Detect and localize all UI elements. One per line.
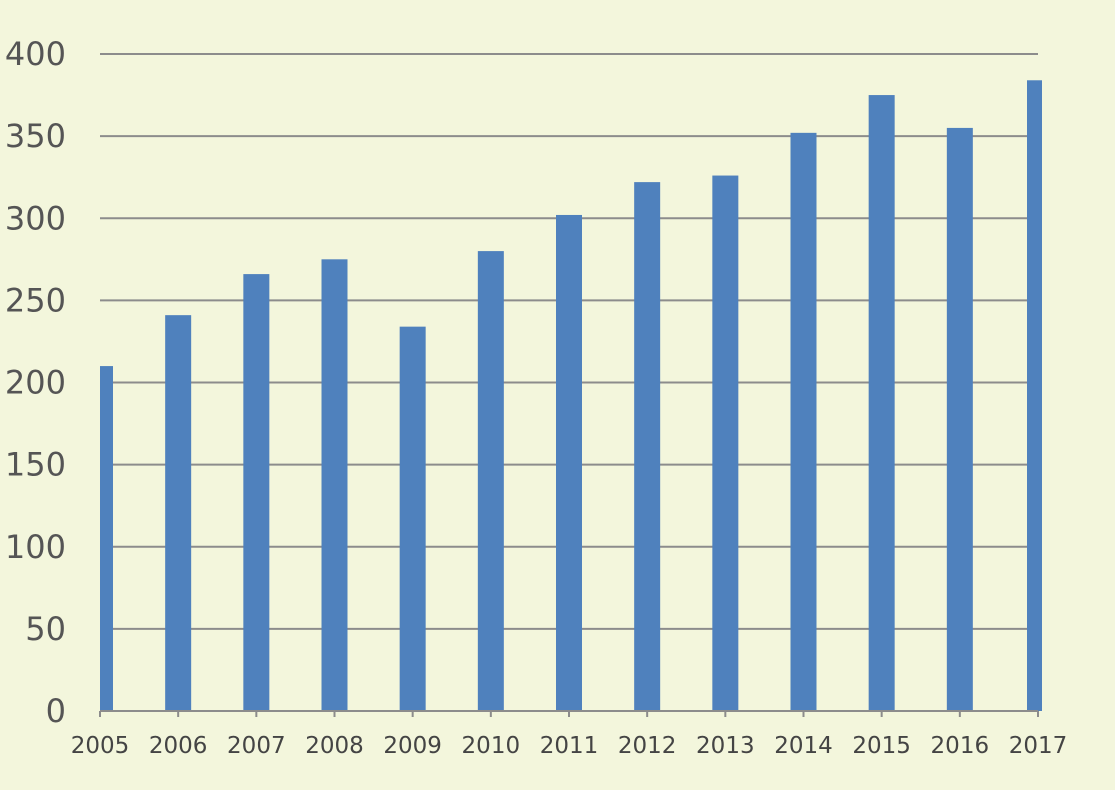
y-tick-label: 100 bbox=[5, 528, 66, 566]
bar-2006 bbox=[165, 315, 192, 711]
x-tick-label: 2009 bbox=[383, 733, 442, 759]
x-tick-label: 2016 bbox=[931, 733, 990, 759]
bar-2009 bbox=[399, 326, 426, 711]
x-tick-label: 2015 bbox=[852, 733, 911, 759]
y-tick-label: 250 bbox=[5, 281, 66, 319]
x-tick-label: 2010 bbox=[462, 733, 521, 759]
y-axis-ticks: 0 50 100 150 200 250 300 350 400 bbox=[5, 35, 66, 730]
y-tick-label: 150 bbox=[5, 446, 66, 484]
y-tick-label: 400 bbox=[5, 35, 66, 73]
x-axis-ticks: 2005 2006 2007 2008 2009 2010 2011 2012 2013 2014… bbox=[71, 733, 1068, 759]
x-tick-label: 2006 bbox=[149, 733, 208, 759]
x-tick-label: 2012 bbox=[618, 733, 677, 759]
y-tick-label: 50 bbox=[25, 610, 66, 648]
x-tick-label: 2013 bbox=[696, 733, 755, 759]
x-tick-label: 2007 bbox=[227, 733, 286, 759]
y-tick-label: 300 bbox=[5, 199, 66, 237]
x-tick-label: 2017 bbox=[1009, 733, 1068, 759]
bar-2010 bbox=[477, 251, 504, 711]
bar-2013 bbox=[712, 175, 739, 712]
y-tick-label: 0 bbox=[46, 692, 66, 730]
bar-2005 bbox=[100, 366, 113, 711]
y-tick-label: 350 bbox=[5, 117, 66, 155]
y-tick-label: 200 bbox=[5, 364, 66, 402]
bar-2017 bbox=[1027, 80, 1042, 711]
bar-2012 bbox=[634, 182, 661, 712]
x-axis bbox=[99, 710, 1039, 717]
bars bbox=[100, 80, 1042, 712]
x-tick-label: 2014 bbox=[774, 733, 833, 759]
bar-2014 bbox=[790, 132, 817, 712]
x-tick-label: 2008 bbox=[305, 733, 364, 759]
bar-2008 bbox=[321, 259, 348, 711]
bar-2015 bbox=[868, 95, 895, 711]
bar-2011 bbox=[556, 214, 582, 711]
bar-2007 bbox=[243, 274, 270, 711]
bar-2016 bbox=[946, 127, 973, 712]
x-tick-label: 2005 bbox=[71, 733, 130, 759]
x-tick-label: 2011 bbox=[540, 733, 599, 759]
